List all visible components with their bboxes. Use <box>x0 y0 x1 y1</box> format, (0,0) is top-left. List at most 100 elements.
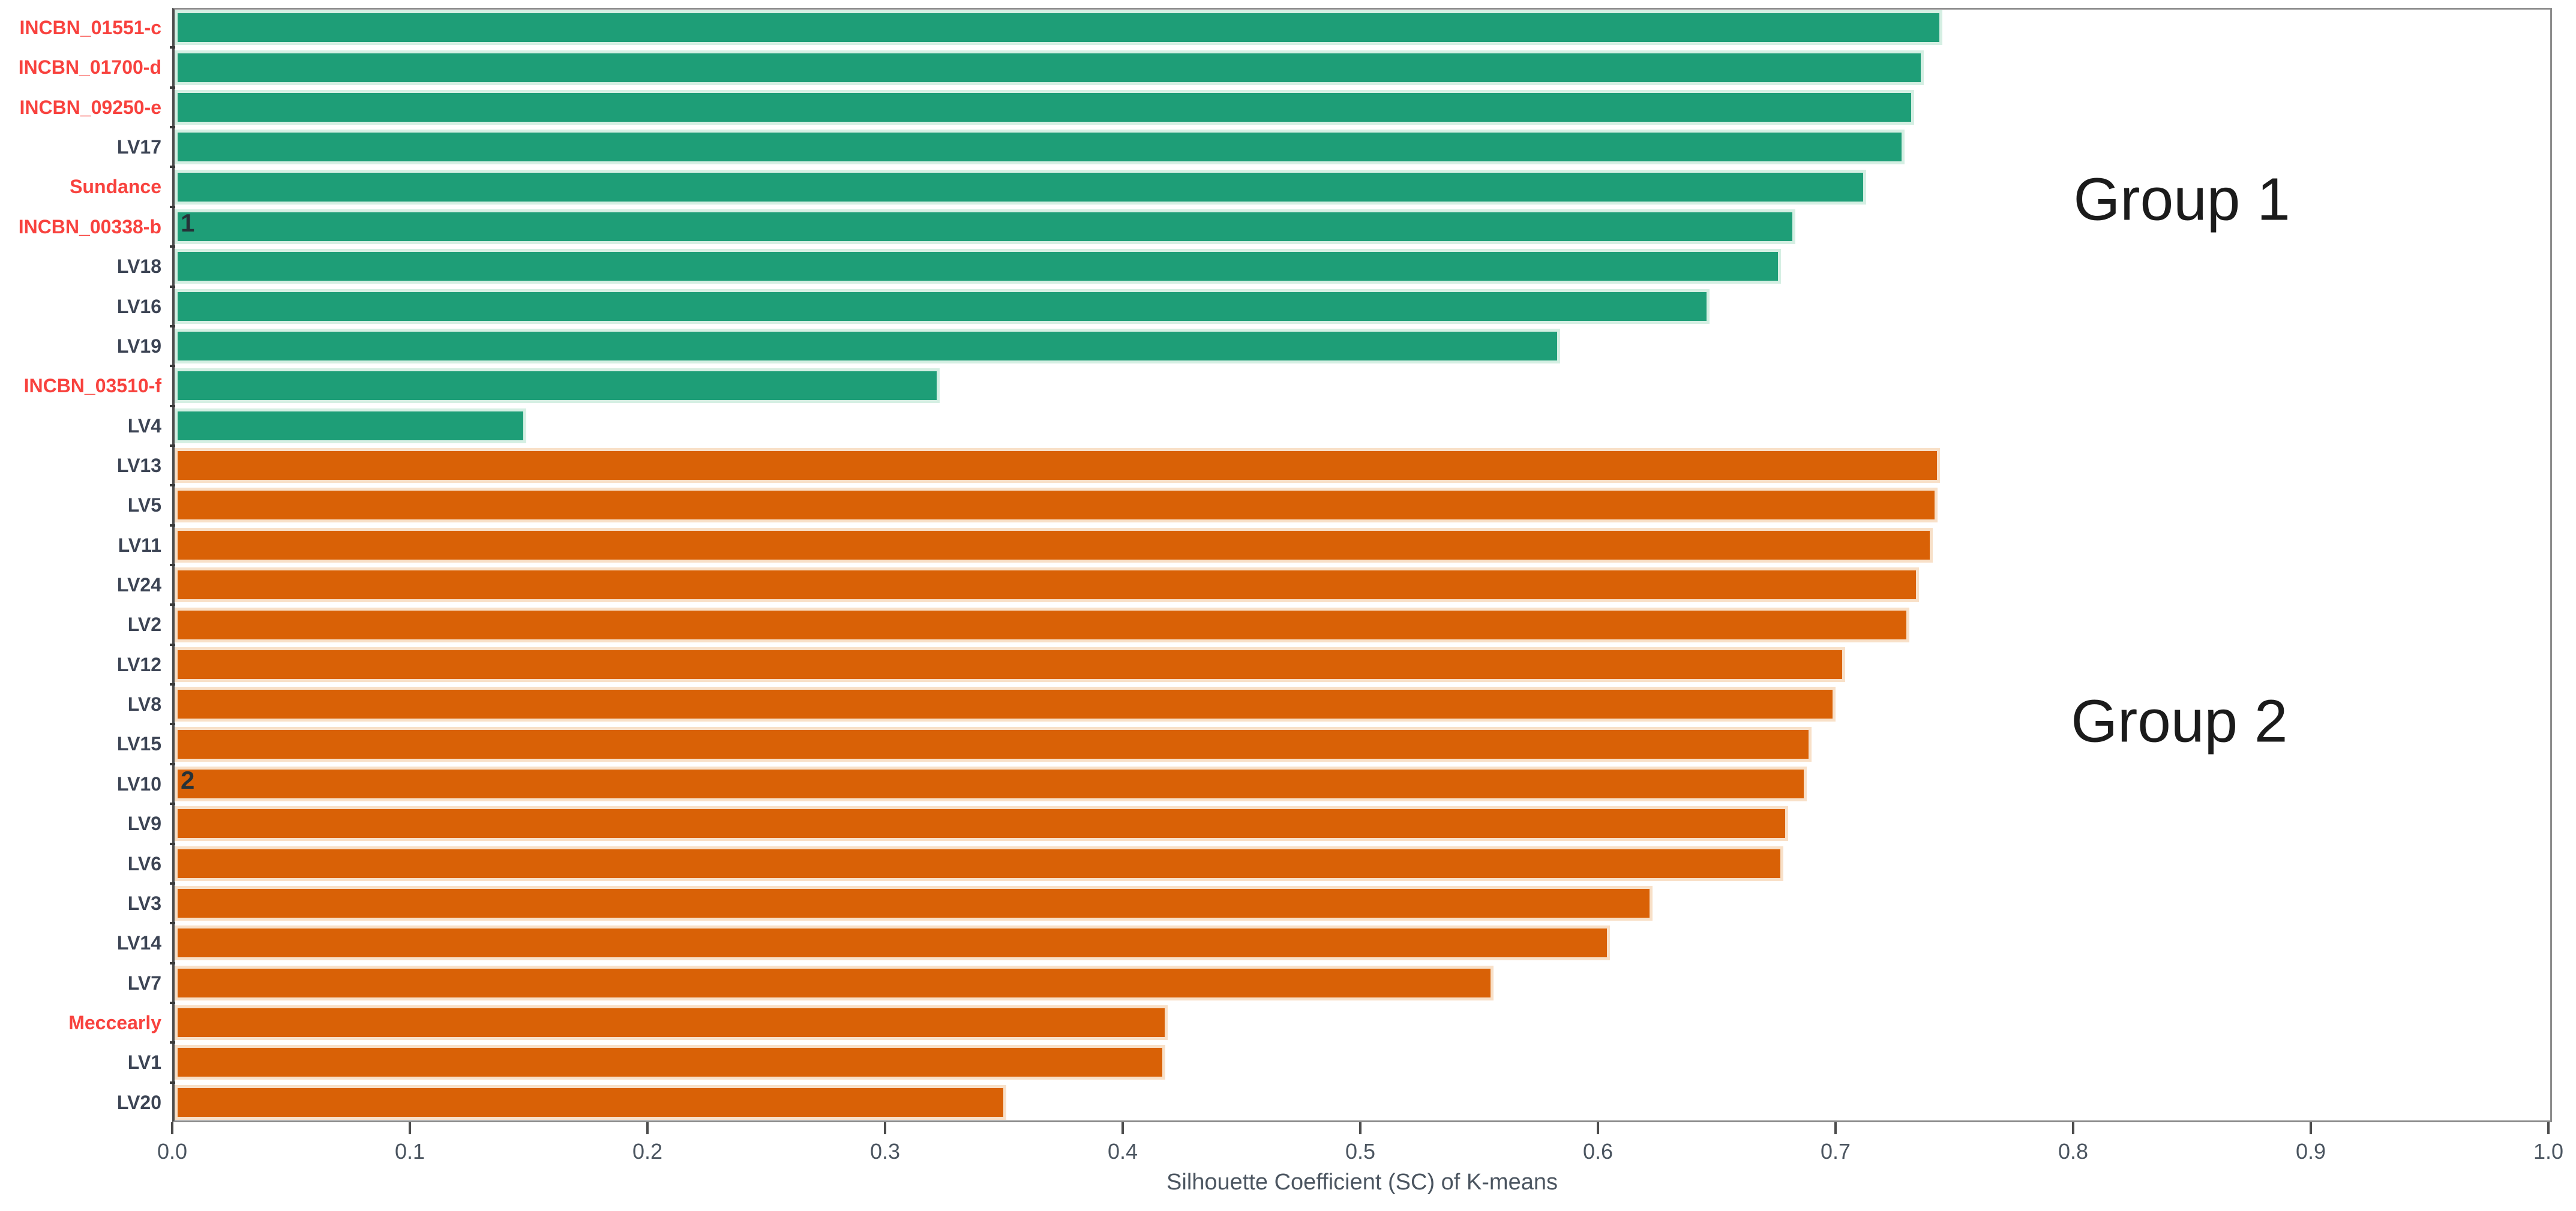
y-tick-mark <box>170 683 175 686</box>
bar <box>175 925 1610 961</box>
x-tick-mark <box>1834 1122 1837 1134</box>
y-axis-label: LV20 <box>116 1091 161 1113</box>
bar <box>175 1045 1166 1080</box>
x-tick-label: 0.2 <box>632 1139 663 1164</box>
y-tick-mark <box>170 484 175 487</box>
y-tick-mark <box>170 922 175 925</box>
bar <box>175 726 1812 762</box>
y-tick-mark <box>170 46 175 49</box>
y-axis-label: INCBN_01700-d <box>18 56 161 79</box>
y-axis-label: LV9 <box>127 813 161 835</box>
x-tick-mark <box>1597 1122 1599 1134</box>
y-axis-label: LV3 <box>127 892 161 914</box>
y-tick-mark <box>170 444 175 447</box>
bar <box>175 448 1941 483</box>
y-axis-label: LV1 <box>127 1051 161 1074</box>
y-axis-label: LV13 <box>116 454 161 476</box>
x-tick-mark <box>2072 1122 2074 1134</box>
bar <box>175 647 1845 682</box>
y-axis-label: LV5 <box>127 494 161 516</box>
bar <box>175 89 1914 125</box>
x-tick-label: 0.8 <box>2058 1139 2089 1164</box>
y-axis-label: LV15 <box>116 733 161 755</box>
x-tick-mark <box>2310 1122 2312 1134</box>
y-axis-label: LV6 <box>127 852 161 875</box>
y-axis-label: LV2 <box>127 614 161 636</box>
y-tick-mark <box>170 1041 175 1044</box>
x-tick-label: 1.0 <box>2533 1139 2564 1164</box>
x-axis-title: Silhouette Coefficient (SC) of K-means <box>1166 1170 1558 1195</box>
bar <box>175 1005 1168 1041</box>
bar <box>175 567 1919 603</box>
y-axis-label: INCBN_00338-b <box>18 215 161 238</box>
y-tick-mark <box>170 86 175 89</box>
x-tick-label: 0.7 <box>1820 1139 1851 1164</box>
x-tick-label: 0.3 <box>869 1139 901 1164</box>
x-tick-label: 0.4 <box>1107 1139 1138 1164</box>
bar <box>175 488 1938 523</box>
bar <box>175 527 1933 563</box>
y-axis-label: LV4 <box>127 414 161 437</box>
y-tick-mark <box>170 723 175 726</box>
x-tick-mark <box>884 1122 886 1134</box>
y-tick-mark <box>170 961 175 964</box>
y-tick-mark <box>170 1081 175 1084</box>
x-tick-label: 0.5 <box>1345 1139 1376 1164</box>
x-tick-label: 0.6 <box>1582 1139 1614 1164</box>
y-tick-mark <box>170 762 175 765</box>
y-tick-mark <box>170 365 175 368</box>
y-tick-mark <box>170 882 175 885</box>
x-tick-label: 0.9 <box>2295 1139 2326 1164</box>
group-annotation: Group 2 <box>2071 687 2288 755</box>
x-tick-label: 0.1 <box>394 1139 425 1164</box>
y-tick-mark <box>170 524 175 527</box>
y-tick-mark <box>170 564 175 566</box>
x-tick-mark <box>1359 1122 1362 1134</box>
y-tick-mark <box>170 643 175 646</box>
y-axis-label: LV7 <box>127 972 161 994</box>
y-tick-mark <box>170 245 175 248</box>
group-annotation: Group 1 <box>2073 166 2290 233</box>
y-axis-label: LV12 <box>116 653 161 675</box>
y-tick-mark <box>170 166 175 169</box>
y-axis-label: LV16 <box>116 295 161 317</box>
x-tick-mark <box>171 1122 173 1134</box>
x-tick-mark <box>1121 1122 1124 1134</box>
y-tick-mark <box>170 285 175 288</box>
bar <box>175 408 527 443</box>
y-axis-label: Meccearly <box>68 1011 161 1033</box>
x-tick-mark <box>646 1122 649 1134</box>
bar <box>175 329 1560 364</box>
x-tick-label: 0.0 <box>157 1139 188 1164</box>
y-axis-label: LV24 <box>116 574 161 596</box>
bar <box>175 249 1781 284</box>
bar <box>175 806 1788 842</box>
bar <box>175 289 1710 324</box>
bar-annotation: 1 <box>181 208 195 237</box>
bar <box>175 607 1909 642</box>
y-axis-label: INCBN_03510-f <box>23 375 161 397</box>
bar <box>175 50 1924 85</box>
y-axis-label: LV10 <box>116 773 161 795</box>
y-axis-label: LV8 <box>127 693 161 716</box>
y-axis-label: INCBN_09250-e <box>19 96 161 118</box>
bar <box>175 687 1836 722</box>
bar <box>175 886 1653 921</box>
y-axis-label: LV18 <box>116 256 161 278</box>
bar-annotation: 2 <box>181 765 195 794</box>
bar <box>175 130 1905 165</box>
y-tick-mark <box>170 842 175 845</box>
y-tick-mark <box>170 324 175 327</box>
y-axis-label: LV17 <box>116 136 161 158</box>
x-tick-mark <box>409 1122 411 1134</box>
bar <box>175 766 1807 801</box>
bar <box>175 965 1494 1000</box>
y-axis-label: LV14 <box>116 932 161 954</box>
y-axis-label: INCBN_01551-c <box>19 17 161 38</box>
bar <box>175 846 1783 881</box>
bar <box>175 1084 1006 1120</box>
y-tick-mark <box>170 803 175 806</box>
bar <box>175 209 1795 244</box>
bar <box>175 169 1867 205</box>
